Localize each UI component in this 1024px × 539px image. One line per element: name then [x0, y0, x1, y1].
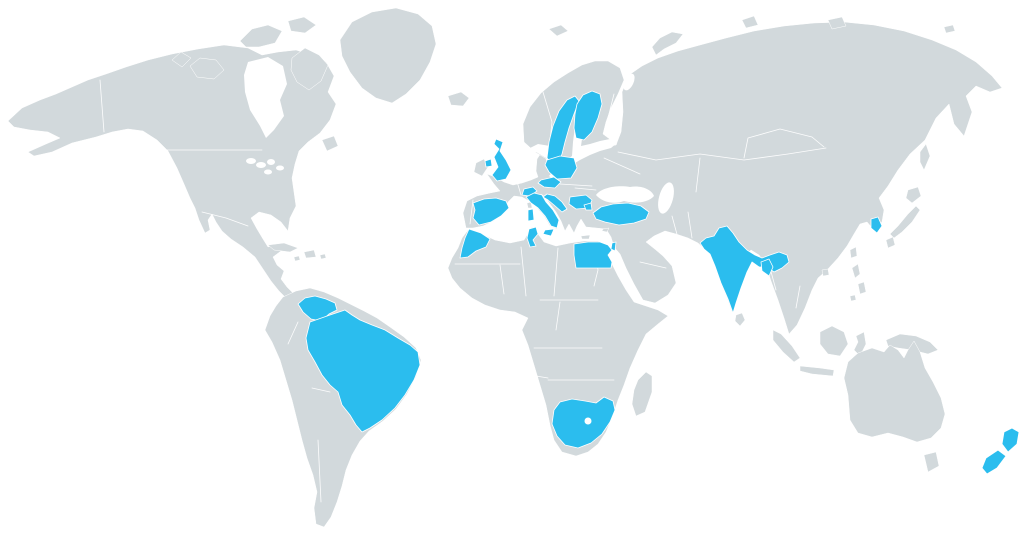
country-croatia[interactable]: [542, 193, 568, 213]
iceland: [447, 91, 470, 107]
black-sea: [596, 186, 654, 203]
country-spain[interactable]: [472, 197, 510, 226]
country-south-korea[interactable]: [870, 216, 883, 234]
white-sea: [623, 73, 635, 91]
country-turkey[interactable]: [583, 202, 650, 226]
russian-arctic-islands: [548, 15, 956, 56]
country-united-kingdom[interactable]: [484, 138, 512, 182]
lesotho-hole: [584, 417, 592, 425]
country-tunisia[interactable]: [526, 226, 539, 248]
landmass-australia: [843, 340, 946, 443]
country-poland[interactable]: [544, 155, 578, 180]
hudson-bay: [244, 57, 287, 138]
tasmania: [923, 451, 940, 473]
country-borders: [99, 79, 827, 503]
madagascar: [631, 371, 653, 417]
great-lakes: [246, 158, 284, 175]
country-finland[interactable]: [573, 90, 603, 141]
japan: [885, 143, 931, 249]
country-south-africa[interactable]: [551, 396, 616, 449]
caspian-sea: [658, 182, 674, 214]
caribbean-islands: [267, 242, 327, 262]
country-bangladesh[interactable]: [760, 258, 774, 277]
sri-lanka: [734, 312, 746, 327]
country-venezuela[interactable]: [297, 295, 338, 322]
landmass-greenland: [339, 7, 437, 104]
ireland: [473, 158, 489, 177]
country-israel[interactable]: [610, 241, 617, 252]
landmass-north-america: [7, 44, 337, 298]
country-egypt[interactable]: [573, 241, 613, 269]
arctic-islands: [171, 16, 339, 152]
country-italy[interactable]: [525, 192, 560, 237]
country-czechia[interactable]: [537, 176, 562, 189]
country-morocco[interactable]: [459, 228, 491, 259]
country-brazil[interactable]: [305, 309, 421, 433]
mediterranean-islands: [526, 201, 610, 240]
country-new-zealand[interactable]: [981, 427, 1020, 475]
